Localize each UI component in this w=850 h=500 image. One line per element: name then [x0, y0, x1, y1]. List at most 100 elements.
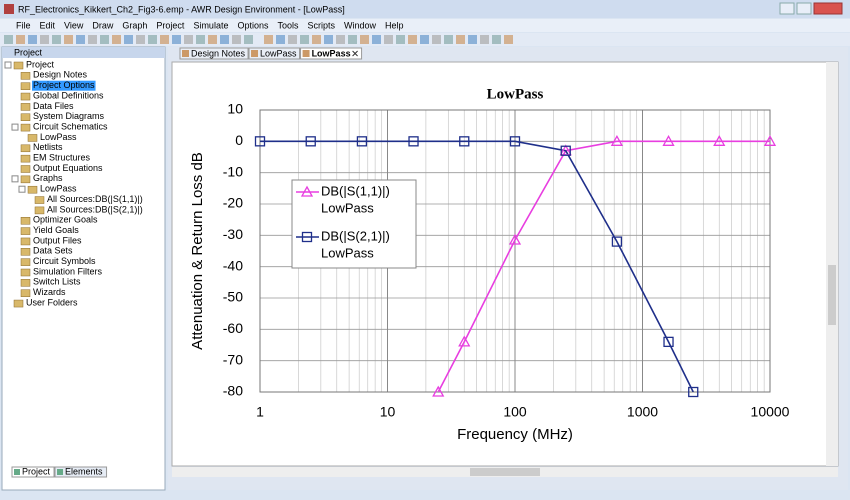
- toolbar-button[interactable]: [420, 35, 429, 44]
- toolbar-button[interactable]: [456, 35, 465, 44]
- toolbar-button[interactable]: [468, 35, 477, 44]
- menu-item[interactable]: Scripts: [308, 20, 336, 30]
- toolbar-button[interactable]: [288, 35, 297, 44]
- panel-tab-label[interactable]: Elements: [65, 466, 103, 476]
- expander[interactable]: [11, 123, 19, 131]
- toolbar-button[interactable]: [432, 35, 441, 44]
- toolbar-button[interactable]: [504, 35, 513, 44]
- toolbar-button[interactable]: [88, 35, 97, 44]
- toolbar-button[interactable]: [28, 35, 37, 44]
- tree-item[interactable]: System Diagrams: [33, 111, 105, 121]
- maximize-button[interactable]: [796, 2, 812, 15]
- tree-item[interactable]: EM Structures: [33, 153, 91, 163]
- tree-item[interactable]: Project: [26, 59, 55, 69]
- toolbar-button[interactable]: [244, 35, 253, 44]
- tree-item[interactable]: Simulation Filters: [33, 266, 103, 276]
- menu-item[interactable]: Options: [237, 20, 269, 30]
- vertical-scrollbar[interactable]: [826, 62, 838, 466]
- toolbar-button[interactable]: [480, 35, 489, 44]
- document-tab-label[interactable]: Design Notes: [191, 48, 246, 58]
- tree-item[interactable]: User Folders: [26, 297, 78, 307]
- toolbar-button[interactable]: [348, 35, 357, 44]
- toolbar-button[interactable]: [372, 35, 381, 44]
- panel-tab[interactable]: [54, 466, 108, 478]
- tree-item[interactable]: Design Notes: [33, 70, 88, 80]
- toolbar-button[interactable]: [124, 35, 133, 44]
- toolbar-button[interactable]: [408, 35, 417, 44]
- toolbar-button[interactable]: [40, 35, 49, 44]
- toolbar-button[interactable]: [312, 35, 321, 44]
- toolbar-button[interactable]: [136, 35, 145, 44]
- toolbar-button[interactable]: [384, 35, 393, 44]
- tree-item[interactable]: Data Sets: [33, 246, 73, 256]
- menu-item[interactable]: Help: [385, 20, 404, 30]
- toolbar-button[interactable]: [208, 35, 217, 44]
- toolbar-button[interactable]: [76, 35, 85, 44]
- scroll-thumb[interactable]: [470, 468, 540, 476]
- toolbar-button[interactable]: [444, 35, 453, 44]
- tree-item[interactable]: All Sources:DB(|S(1,1)|): [47, 194, 143, 204]
- graph-window: [171, 61, 839, 467]
- toolbar-button[interactable]: [336, 35, 345, 44]
- toolbar-button[interactable]: [492, 35, 501, 44]
- menu-item[interactable]: View: [64, 20, 84, 30]
- toolbar-button[interactable]: [64, 35, 73, 44]
- tree-item[interactable]: LowPass: [40, 184, 77, 194]
- panel-tab-label[interactable]: Project: [22, 466, 51, 476]
- toolbar-button[interactable]: [160, 35, 169, 44]
- toolbar-button[interactable]: [232, 35, 241, 44]
- toolbar-button[interactable]: [324, 35, 333, 44]
- toolbar-button[interactable]: [220, 35, 229, 44]
- document-tab[interactable]: [300, 47, 363, 60]
- tab-close[interactable]: [352, 50, 358, 57]
- tree-item[interactable]: Graphs: [33, 173, 63, 183]
- toolbar-button[interactable]: [300, 35, 309, 44]
- toolbar-button[interactable]: [172, 35, 181, 44]
- toolbar-button[interactable]: [360, 35, 369, 44]
- document-tab[interactable]: [179, 47, 249, 60]
- scroll-thumb[interactable]: [828, 265, 836, 325]
- menu-item[interactable]: Simulate: [193, 20, 228, 30]
- tree-item[interactable]: Circuit Symbols: [33, 256, 96, 266]
- menu-item[interactable]: Project: [156, 20, 185, 30]
- toolbar-button[interactable]: [264, 35, 273, 44]
- tree-item[interactable]: Output Files: [33, 235, 82, 245]
- close-button[interactable]: [813, 2, 843, 15]
- panel-tab[interactable]: [11, 466, 55, 478]
- toolbar-button[interactable]: [4, 35, 13, 44]
- document-tab-label[interactable]: LowPass: [260, 48, 297, 58]
- tree-item[interactable]: Wizards: [33, 287, 66, 297]
- toolbar-button[interactable]: [52, 35, 61, 44]
- minimize-button[interactable]: [779, 2, 795, 15]
- document-tab[interactable]: [248, 47, 301, 60]
- toolbar-button[interactable]: [100, 35, 109, 44]
- toolbar-button[interactable]: [148, 35, 157, 44]
- tree-item[interactable]: LowPass: [40, 132, 77, 142]
- toolbar-button[interactable]: [276, 35, 285, 44]
- tree-item[interactable]: Data Files: [33, 101, 74, 111]
- menu-item[interactable]: Graph: [122, 20, 147, 30]
- expander[interactable]: [11, 175, 19, 183]
- toolbar-button[interactable]: [396, 35, 405, 44]
- tree-item[interactable]: Global Definitions: [33, 90, 104, 100]
- toolbar-button[interactable]: [184, 35, 193, 44]
- tree-item[interactable]: Circuit Schematics: [33, 121, 108, 131]
- tree-item[interactable]: Switch Lists: [33, 277, 81, 287]
- toolbar-button[interactable]: [112, 35, 121, 44]
- menu-item[interactable]: Tools: [277, 20, 299, 30]
- tree-item[interactable]: Project Options: [33, 80, 95, 90]
- tree-item[interactable]: All Sources:DB(|S(2,1)|): [47, 204, 143, 214]
- expander[interactable]: [18, 185, 26, 193]
- document-tab-label[interactable]: LowPass: [312, 48, 351, 58]
- menu-item[interactable]: Edit: [40, 20, 56, 30]
- tree-item[interactable]: Netlists: [33, 142, 63, 152]
- tree-item[interactable]: Output Equations: [33, 163, 103, 173]
- expander[interactable]: [4, 61, 12, 69]
- menu-item[interactable]: File: [16, 20, 31, 30]
- tree-item[interactable]: Optimizer Goals: [33, 215, 98, 225]
- toolbar-button[interactable]: [196, 35, 205, 44]
- tree-item[interactable]: Yield Goals: [33, 225, 79, 235]
- toolbar-button[interactable]: [16, 35, 25, 44]
- menu-item[interactable]: Draw: [92, 20, 114, 30]
- menu-item[interactable]: Window: [344, 20, 377, 30]
